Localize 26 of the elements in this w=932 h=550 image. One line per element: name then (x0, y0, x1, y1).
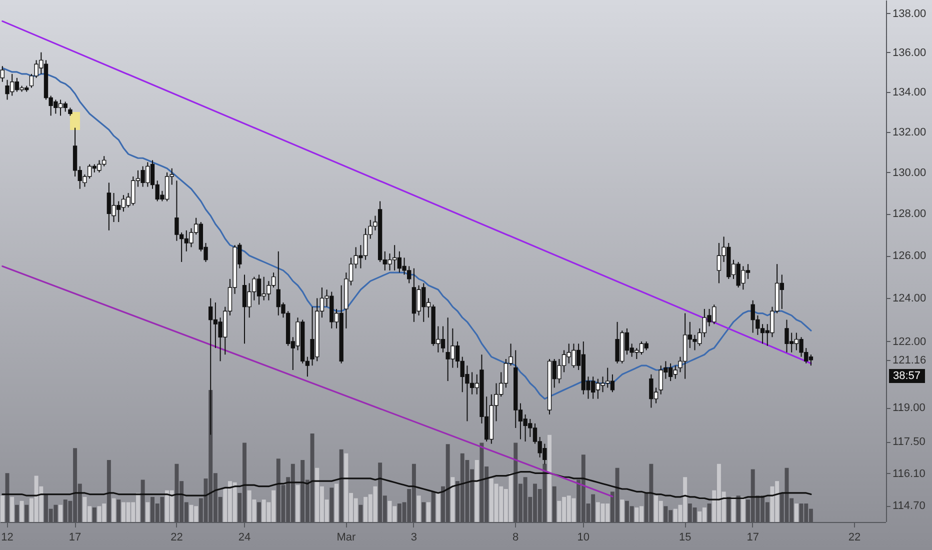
y-tick-label: 117.50 (892, 436, 926, 448)
y-tick-label: 116.10 (892, 468, 926, 480)
y-tick-label: 122.00 (892, 336, 926, 348)
x-tick-label: 10 (577, 532, 590, 544)
y-tick-label: 119.00 (892, 402, 926, 414)
x-tick-label: 22 (170, 532, 183, 544)
y-tick-label: 136.00 (892, 46, 926, 59)
y-tick-label: 124.00 (892, 292, 926, 305)
x-tick-label: 24 (238, 532, 251, 544)
y-tick-label: 138.00 (892, 8, 926, 20)
y-tick-label: 126.00 (892, 250, 926, 262)
x-tick-label: 12 (1, 532, 14, 544)
x-tick-label: 8 (512, 532, 519, 544)
x-tick-label: 17 (746, 532, 759, 544)
y-tick-label: 114.70 (892, 500, 926, 512)
text: 38:57 (889, 369, 925, 383)
x-tick-label: 3 (410, 532, 418, 544)
y-tick-label: 128.00 (892, 208, 926, 220)
x-tick-label: Mar (336, 532, 356, 544)
x-tick-label: 22 (848, 532, 861, 544)
y-tick-label: 121.16 (892, 354, 926, 366)
x-tick-label: 15 (678, 532, 692, 544)
x-tick-label: 17 (68, 532, 82, 544)
y-tick-label: 134.00 (892, 86, 926, 98)
y-tick-label: 130.00 (892, 166, 926, 179)
y-tick-label: 132.00 (892, 126, 926, 138)
